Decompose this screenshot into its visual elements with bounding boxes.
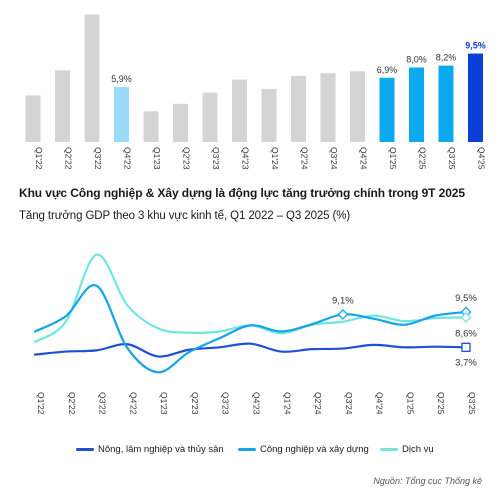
bar <box>25 95 41 142</box>
x-tick-label: Q1'24 <box>282 392 292 415</box>
legend-label-services: Dịch vụ <box>402 444 434 455</box>
data-label: 8,0% <box>406 55 427 65</box>
x-tick-label: Q3'22 <box>93 147 103 170</box>
x-tick-label: Q1'23 <box>152 147 162 170</box>
chart-subtitle: Tăng trưởng GDP theo 3 khu vực kinh tế, … <box>19 210 351 222</box>
x-tick-label: Q3'25 <box>467 392 477 415</box>
bar <box>379 77 395 142</box>
x-tick-label: Q4'22 <box>128 392 138 415</box>
x-tick-label: Q2'25 <box>418 147 428 170</box>
x-tick-label: Q4'25 <box>477 147 487 170</box>
x-tick-label: Q2'22 <box>64 147 74 170</box>
legend-label-agriculture: Nông, lâm nghiệp và thủy sản <box>98 444 224 455</box>
bar <box>261 88 277 142</box>
x-tick-label: Q1'23 <box>159 392 169 415</box>
series-line <box>33 253 468 343</box>
x-tick-label: Q2'24 <box>313 392 323 415</box>
point-marker <box>337 308 349 320</box>
data-label: 8,2% <box>436 53 457 63</box>
source-note: Nguồn: Tổng cục Thống kê <box>373 476 482 486</box>
data-label: 5,9% <box>111 74 132 84</box>
legend-swatch-agriculture <box>76 447 94 451</box>
x-tick-label: Q2'22 <box>67 392 77 415</box>
x-tick-label: Q2'23 <box>182 147 192 170</box>
line-chart: 9,1% 9,5% 8,6% 3,7% Q1'22 Q2'22 Q3'22 Q4'22 Q1'2… <box>33 253 477 415</box>
bar <box>55 70 70 142</box>
chart-title: Khu vực Công nghiệp & Xây dựng là động l… <box>19 186 465 200</box>
x-tick-label: Q3'24 <box>329 147 339 170</box>
x-tick-label: Q3'25 <box>447 147 457 170</box>
x-tick-label: Q1'25 <box>405 392 415 415</box>
x-tick-label: Q3'23 <box>211 147 221 170</box>
bar-chart: Q1'22 Q2'22 Q3'22 5,9% Q4'22 Q1'23 Q2'23 Q3'23 Q… <box>25 14 487 170</box>
data-label: 3,7% <box>455 357 477 368</box>
x-tick-label: Q1'24 <box>270 147 280 170</box>
x-tick-label: Q4'24 <box>359 147 369 170</box>
x-tick-label: Q1'22 <box>36 392 46 415</box>
bar <box>202 92 218 142</box>
bar <box>232 79 247 142</box>
legend-swatch-industry <box>238 447 256 451</box>
bar <box>143 111 159 142</box>
bar <box>114 87 129 142</box>
legend-item-services: Dịch vụ <box>380 444 434 455</box>
data-label: 8,6% <box>455 328 477 339</box>
x-tick-label: Q3'22 <box>98 392 108 415</box>
data-label: 6,9% <box>377 65 398 75</box>
x-tick-label: Q4'23 <box>241 147 251 170</box>
bar <box>350 71 365 142</box>
x-tick-label: Q3'24 <box>344 392 354 415</box>
data-label: 9,5% <box>455 293 477 304</box>
bar <box>320 73 336 142</box>
x-tick-label: Q2'23 <box>190 392 200 415</box>
bar <box>468 53 483 142</box>
bar <box>84 14 100 143</box>
x-tick-label: Q1'25 <box>388 147 398 170</box>
bar <box>438 65 454 142</box>
legend-swatch-services <box>380 447 398 451</box>
x-tick-label: Q2'25 <box>436 392 446 415</box>
point-marker <box>460 312 472 323</box>
x-tick-label: Q4'24 <box>375 392 385 415</box>
x-tick-label: Q4'22 <box>123 147 133 170</box>
bar <box>173 103 188 142</box>
series-line <box>33 284 468 374</box>
legend-label-industry: Công nghiệp và xây dựng <box>260 444 369 455</box>
data-label: 9,1% <box>332 295 354 306</box>
bar <box>409 67 424 142</box>
series-line <box>33 342 468 358</box>
x-tick-label: Q3'23 <box>221 392 231 415</box>
bar <box>291 75 306 142</box>
legend-item-industry: Công nghiệp và xây dựng <box>238 444 369 455</box>
point-marker <box>461 342 471 352</box>
x-tick-label: Q2'24 <box>300 147 310 170</box>
data-label: 9,5% <box>465 41 486 51</box>
x-tick-label: Q1'22 <box>34 147 44 170</box>
legend-item-agriculture: Nông, lâm nghiệp và thủy sản <box>76 444 224 455</box>
x-tick-label: Q4'23 <box>252 392 262 415</box>
